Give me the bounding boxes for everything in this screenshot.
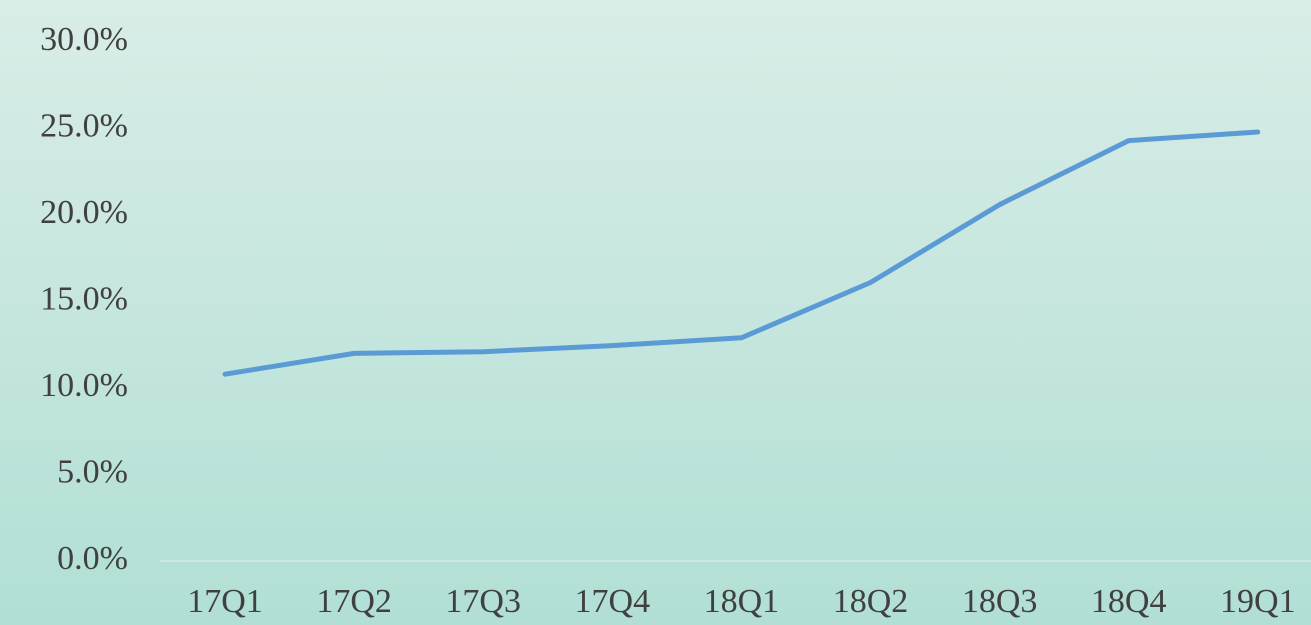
x-tick-label: 17Q1: [187, 583, 263, 620]
x-tick-label: 18Q2: [833, 583, 909, 620]
x-tick-label: 17Q4: [575, 583, 651, 620]
x-tick-label: 18Q4: [1091, 583, 1167, 620]
y-tick-label: 0.0%: [57, 540, 128, 577]
y-tick-label: 5.0%: [57, 453, 128, 490]
y-tick-label: 10.0%: [40, 367, 128, 404]
x-tick-label: 18Q1: [704, 583, 780, 620]
line-series: [222, 129, 1261, 377]
y-tick-label: 25.0%: [40, 107, 128, 144]
x-tick-label: 19Q1: [1220, 583, 1296, 620]
y-tick-label: 30.0%: [40, 21, 128, 58]
y-tick-label: 20.0%: [40, 194, 128, 231]
x-tick-label: 17Q3: [445, 583, 521, 620]
x-tick-label: 17Q2: [316, 583, 392, 620]
y-tick-label: 15.0%: [40, 280, 128, 317]
x-tick-label: 18Q3: [962, 583, 1038, 620]
